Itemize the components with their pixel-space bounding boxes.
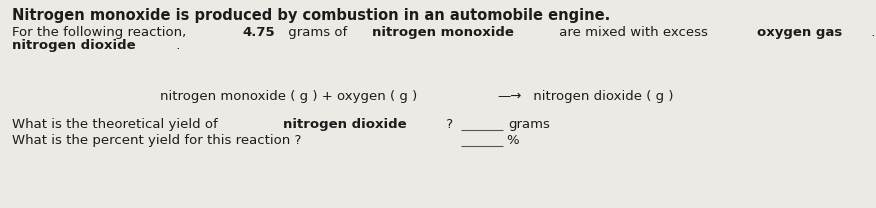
- Text: For the following reaction,: For the following reaction,: [12, 26, 190, 39]
- Text: 4.75: 4.75: [243, 26, 275, 39]
- Text: are mixed with excess: are mixed with excess: [555, 26, 711, 39]
- Text: What is the theoretical yield of: What is the theoretical yield of: [12, 118, 222, 131]
- Text: nitrogen dioxide: nitrogen dioxide: [283, 118, 406, 131]
- Text: %: %: [505, 134, 519, 147]
- Text: nitrogen dioxide ( g ): nitrogen dioxide ( g ): [529, 90, 674, 103]
- Text: nitrogen monoxide ( g ) + oxygen ( g ): nitrogen monoxide ( g ) + oxygen ( g ): [160, 90, 422, 103]
- Text: grams of: grams of: [285, 26, 352, 39]
- Text: .: .: [172, 39, 180, 52]
- Text: grams: grams: [508, 118, 550, 131]
- Text: ?: ?: [442, 118, 454, 131]
- Text: —→: —→: [498, 90, 522, 103]
- Text: Nitrogen monoxide is produced by combustion in an automobile engine.: Nitrogen monoxide is produced by combust…: [12, 8, 611, 23]
- Text: . The reaction yields: . The reaction yields: [867, 26, 876, 39]
- Text: oxygen gas: oxygen gas: [758, 26, 843, 39]
- Text: nitrogen monoxide: nitrogen monoxide: [371, 26, 513, 39]
- Text: What is the percent yield for this reaction ?: What is the percent yield for this react…: [12, 134, 301, 147]
- Text: nitrogen dioxide: nitrogen dioxide: [12, 39, 136, 52]
